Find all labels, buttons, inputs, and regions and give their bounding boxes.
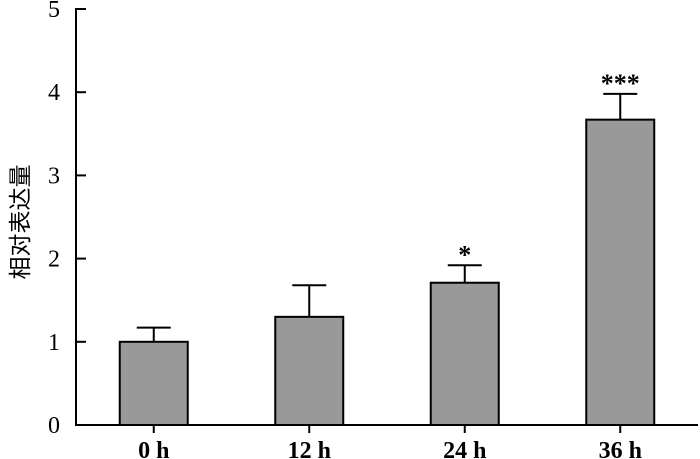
y-tick-label: 0 xyxy=(48,413,60,439)
y-tick-label: 3 xyxy=(48,163,60,189)
y-tick-label: 4 xyxy=(48,80,60,106)
x-tick-label: 0 h xyxy=(138,438,169,459)
significance-label: *** xyxy=(601,69,640,98)
bar xyxy=(429,281,500,426)
x-tick-label: 24 h xyxy=(443,438,486,459)
bar xyxy=(274,315,345,426)
x-tick-label: 36 h xyxy=(599,438,642,459)
x-axis-ticks: 0 h 12 h 24 h 36 h xyxy=(138,425,642,459)
bars xyxy=(118,118,656,426)
y-tick-label: 2 xyxy=(48,247,60,273)
bar xyxy=(118,340,189,426)
y-axis-title: 相对表达量 xyxy=(8,165,34,280)
y-tick-label: 5 xyxy=(48,0,60,23)
x-tick-label: 12 h xyxy=(288,438,331,459)
y-tick-label: 1 xyxy=(48,330,60,356)
significance-label: * xyxy=(458,240,471,269)
y-axis-ticks: 0 1 2 3 4 5 xyxy=(48,0,86,439)
error-bars: **** xyxy=(136,69,640,342)
bar xyxy=(585,118,656,426)
